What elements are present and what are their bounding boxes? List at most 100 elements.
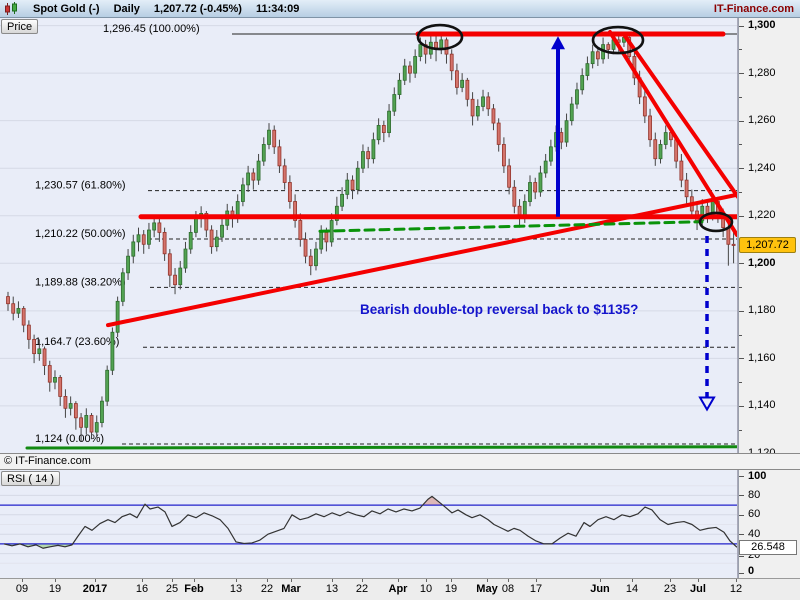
price-axis-label: 1,240 — [748, 161, 776, 174]
time-axis-tick — [632, 579, 633, 582]
axis-tick — [739, 495, 744, 497]
time-axis-label: 14 — [625, 583, 639, 595]
candle-body — [684, 179, 689, 198]
rsi-axis-label: 40 — [748, 527, 761, 540]
candle-body — [261, 144, 266, 162]
time-axis-label: Mar — [281, 583, 301, 595]
candle-body — [136, 234, 141, 243]
symbol-name: Spot Gold (-) — [33, 2, 100, 15]
time-axis-label: 13 — [325, 583, 339, 595]
candle-body — [251, 172, 256, 181]
candle-body — [397, 79, 402, 95]
candle-body — [548, 146, 553, 162]
time-axis-tick — [95, 579, 96, 582]
time-axis-label: May — [476, 583, 498, 595]
candle-body — [298, 220, 303, 240]
candle-body — [575, 89, 579, 105]
candle-body — [47, 365, 52, 383]
candle-body — [277, 146, 282, 167]
rsi-panel-button[interactable]: RSI ( 14 ) — [1, 471, 61, 486]
candle-body — [26, 324, 31, 340]
copyright-text: © IT-Finance.com — [4, 455, 91, 467]
fib-label: 1,189.88 (38.20%) — [35, 276, 126, 288]
time-axis-tick — [267, 579, 268, 582]
candle-body — [246, 172, 251, 186]
time-axis-label: 17 — [529, 583, 543, 595]
candle-body — [173, 274, 177, 286]
candle-body — [204, 212, 209, 231]
candle-body — [110, 331, 115, 371]
candle-body — [455, 70, 459, 88]
time-axis-label: Apr — [388, 583, 408, 595]
candle-body — [308, 255, 313, 267]
green-dashed-support — [318, 220, 704, 233]
candle-body — [402, 65, 407, 81]
candle-body — [590, 51, 595, 65]
time-axis-tick — [451, 579, 452, 582]
time-axis-label: 22 — [260, 583, 274, 595]
candle-body — [293, 201, 298, 221]
brand-logo: IT-Finance.com — [713, 2, 794, 15]
candle-body — [58, 377, 63, 397]
candle-body — [585, 63, 590, 76]
axis-tick — [739, 25, 744, 27]
time-axis-tick — [508, 579, 509, 582]
candle-body — [679, 160, 684, 181]
candle-body — [73, 403, 78, 419]
candle-body — [533, 182, 538, 193]
fib-label: 1,124 (0.00%) — [35, 433, 104, 445]
axis-tick — [739, 555, 744, 557]
time-axis: 09 19 2017 16 25 Feb 13 22 Mar 13 22 Apr 10 19 May 08 17… — [0, 578, 800, 600]
time-axis-tick — [362, 579, 363, 582]
candle-body — [214, 236, 219, 248]
time-axis-label: 23 — [663, 583, 677, 595]
candle-body — [481, 96, 485, 107]
candle-body — [79, 417, 83, 428]
candle-body — [387, 110, 391, 133]
candle-body — [303, 239, 308, 257]
rsi-axis-label: 0 — [748, 565, 755, 577]
measure-arrow-head — [551, 36, 565, 50]
candle-body — [449, 53, 454, 72]
price-chart-canvas[interactable]: 1,296.45 (100.00%) 1,230.57 (61.80%) 1,210… — [0, 18, 738, 453]
candle-body — [460, 79, 465, 88]
rsi-axis-label: 80 — [748, 488, 761, 501]
axis-tick — [739, 49, 742, 51]
time-axis-tick — [332, 579, 333, 582]
time-axis-tick — [398, 579, 399, 582]
rising-trendline — [106, 192, 738, 328]
title-bar: Spot Gold (-) Daily 1,207.72 (-0.45%) 11… — [0, 0, 800, 18]
candle-body — [267, 129, 271, 145]
fib-label: 1,164.7 (23.60%) — [35, 336, 119, 348]
candle-body — [501, 144, 506, 167]
candle-body — [32, 338, 36, 355]
price-axis-label: 1,220 — [748, 209, 776, 222]
price-panel-button[interactable]: Price — [1, 19, 39, 34]
candle-body — [475, 106, 480, 117]
axis-tick — [739, 573, 744, 574]
price-axis-label: 1,180 — [748, 304, 776, 317]
time-axis-label: 13 — [229, 583, 243, 595]
timeframe-label: Daily — [113, 2, 140, 15]
candle-body — [115, 300, 120, 333]
double-top-circle-1 — [416, 23, 464, 51]
last-price-badge: 1,207.72 — [739, 237, 796, 253]
candle-body — [324, 232, 329, 243]
time-axis-label: 08 — [501, 583, 515, 595]
time-axis-label: 12 — [729, 583, 743, 595]
axis-tick — [739, 168, 744, 170]
candle-body — [63, 396, 68, 409]
axis-tick — [739, 144, 742, 146]
rsi-axis-label: 100 — [748, 470, 767, 482]
candle-body — [663, 132, 668, 145]
rsi-chart-canvas[interactable] — [0, 470, 738, 578]
candle-body — [512, 186, 517, 207]
axis-tick — [739, 96, 742, 98]
rsi-value-badge: 26.548 — [739, 540, 797, 555]
breakdown-circle — [698, 211, 734, 233]
price-axis-label: 1,280 — [748, 66, 776, 79]
candle-body — [89, 415, 94, 433]
time-axis-label: 16 — [135, 583, 149, 595]
candle-body — [84, 415, 89, 428]
price-axis-label: 1,160 — [748, 351, 776, 364]
